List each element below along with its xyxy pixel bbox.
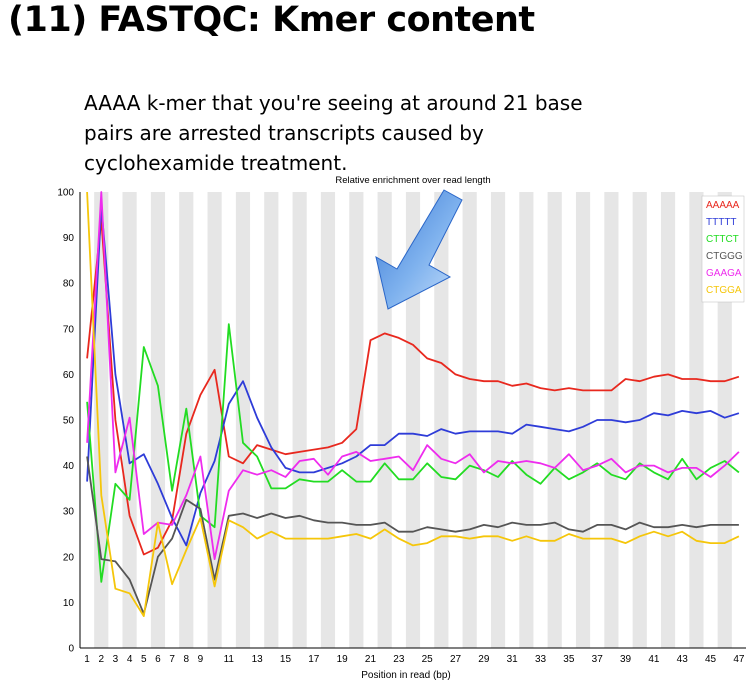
axes <box>79 192 746 649</box>
x-tick-label: 37 <box>592 654 604 665</box>
x-tick-label: 27 <box>450 654 462 665</box>
x-tick-label: 8 <box>183 654 189 665</box>
grid-band <box>547 192 562 648</box>
x-tick-label: 5 <box>141 654 147 665</box>
y-axis-ticks: 0 10 20 30 40 50 60 70 80 90 100 <box>57 188 74 655</box>
grid-band <box>519 192 534 648</box>
grid-band <box>405 192 421 648</box>
chart-title: Relative enrichment over read length <box>335 175 490 186</box>
legend-entry: CTGGA <box>706 285 742 296</box>
legend-entry: GAAGA <box>706 268 742 279</box>
x-tick-label: 43 <box>677 654 689 665</box>
grid-band <box>235 192 251 648</box>
slide-title: (11) FASTQC: Kmer content <box>8 0 535 40</box>
x-tick-label: 17 <box>308 654 320 665</box>
legend-entry: CTGGG <box>706 251 743 262</box>
y-tick-label: 80 <box>63 279 75 290</box>
grid-band <box>292 192 307 648</box>
grid-band <box>320 192 336 648</box>
y-tick-label: 10 <box>63 598 75 609</box>
y-tick-label: 30 <box>63 507 75 518</box>
y-tick-label: 90 <box>63 233 75 244</box>
y-tick-label: 70 <box>63 324 75 335</box>
grid-band <box>575 192 591 648</box>
y-tick-label: 40 <box>63 461 75 472</box>
y-tick-label: 50 <box>63 416 75 427</box>
legend-entry: TTTTT <box>706 217 737 228</box>
arrow-annotation <box>375 189 463 310</box>
series-line-ctggg <box>86 456 739 615</box>
x-tick-label: 23 <box>393 654 405 665</box>
series-line-cttct <box>86 323 740 583</box>
x-tick-label: 2 <box>98 654 104 665</box>
x-tick-label: 7 <box>169 654 175 665</box>
grid-band <box>689 192 704 648</box>
series-line-ttttt <box>86 204 740 547</box>
grid-band <box>717 192 732 648</box>
x-tick-label: 3 <box>113 654 119 665</box>
grid-band <box>660 192 676 648</box>
x-tick-label: 21 <box>365 654 377 665</box>
x-tick-label: 11 <box>224 654 235 665</box>
y-tick-label: 100 <box>57 188 74 199</box>
y-tick-label: 0 <box>68 644 74 655</box>
x-tick-label: 33 <box>535 654 547 665</box>
x-tick-label: 9 <box>198 654 204 665</box>
x-tick-label: 39 <box>620 654 632 665</box>
x-tick-label: 41 <box>648 654 660 665</box>
legend: AAAAA TTTTT CTTCT CTGGG GAAGA CTGGA <box>701 195 745 303</box>
series-line-aaaaa <box>86 218 740 556</box>
x-tick-label: 35 <box>563 654 575 665</box>
legend-box <box>701 195 745 303</box>
grid-band <box>462 192 477 648</box>
grid-band <box>264 192 279 648</box>
x-tick-label: 19 <box>337 654 349 665</box>
series-line-gaaga <box>86 191 740 560</box>
grid-band <box>150 192 166 648</box>
x-tick-label: 4 <box>127 654 133 665</box>
grid-band <box>434 192 449 648</box>
legend-entry: AAAAA <box>706 200 740 211</box>
x-tick-label: 47 <box>733 654 745 665</box>
x-tick-label: 31 <box>507 654 519 665</box>
y-tick-label: 20 <box>63 552 75 563</box>
y-tick-label: 60 <box>63 370 75 381</box>
legend-entry: CTTCT <box>706 234 739 245</box>
slide-caption: AAAA k-mer that you're seeing at around … <box>84 91 583 175</box>
grid-band <box>349 192 364 648</box>
x-tick-label: 29 <box>478 654 490 665</box>
x-tick-label: 13 <box>252 654 264 665</box>
x-tick-label: 1 <box>84 654 90 665</box>
x-axis-ticks: 1 2 3 4 5 6 7 8 9 11 13 15 17 19 21 23 25 27 29 31 33 35 37 39 4… <box>84 654 745 665</box>
x-tick-label: 15 <box>280 654 292 665</box>
series-line-ctgga <box>86 191 740 617</box>
x-tick-label: 45 <box>705 654 717 665</box>
series-lines <box>86 191 740 617</box>
grid-band <box>490 192 506 648</box>
x-tick-label: 25 <box>422 654 434 665</box>
x-tick-label: 6 <box>155 654 161 665</box>
x-axis-label: Position in read (bp) <box>361 670 451 681</box>
